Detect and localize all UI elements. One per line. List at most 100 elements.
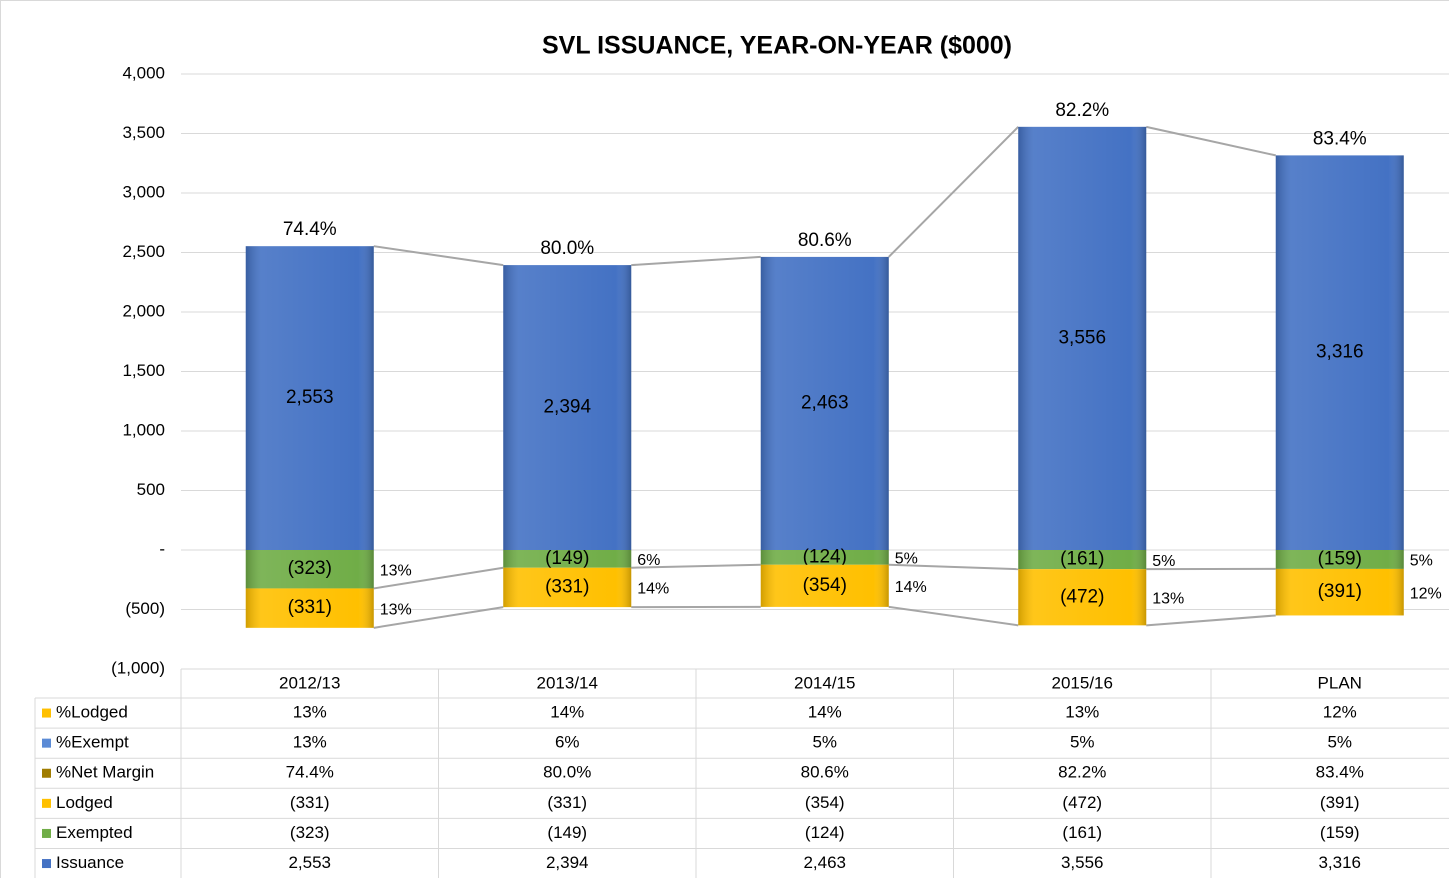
chart-title: SVL ISSUANCE, YEAR-ON-YEAR ($000)	[542, 32, 1012, 60]
table-cell: (159)	[1320, 823, 1360, 842]
legend-key	[42, 738, 51, 748]
percent-label: 13%	[380, 562, 412, 579]
bar-shade	[245, 246, 374, 550]
table-cell: 80.0%	[543, 763, 591, 782]
table-cell: 2,463	[803, 853, 846, 872]
percent-label: 14%	[637, 581, 669, 598]
bar-value-label: 3,316	[1316, 342, 1364, 363]
percent-label: 5%	[1410, 553, 1433, 570]
y-tick-label: 3,000	[122, 182, 165, 201]
series-line	[1146, 125, 1276, 157]
table-cell: (391)	[1320, 793, 1360, 812]
legend-label: %Exempt	[56, 733, 129, 752]
bar-shade	[1275, 568, 1404, 616]
table-cell: 5%	[1327, 733, 1352, 752]
table-cell: 14%	[550, 703, 584, 722]
bar-value-label: (391)	[1318, 581, 1362, 602]
percent-label: 5%	[895, 551, 918, 568]
series-line	[888, 563, 1019, 571]
percent-label: 74.4%	[283, 219, 337, 240]
table-cell: 6%	[555, 733, 580, 752]
percent-label: 12%	[1410, 585, 1442, 602]
table-cell: 74.4%	[286, 763, 334, 782]
y-tick-label: 1,500	[122, 361, 165, 380]
percent-label: 80.6%	[798, 230, 852, 251]
bar-shade	[1018, 126, 1147, 550]
bar-shade	[760, 256, 889, 550]
table-cell: 3,316	[1318, 853, 1361, 872]
table-cell: 13%	[1065, 703, 1099, 722]
table-cell: 12%	[1323, 703, 1357, 722]
series-line	[373, 566, 504, 590]
table-cell: (331)	[290, 793, 330, 812]
legend-key	[42, 768, 51, 778]
table-cell: (331)	[547, 793, 587, 812]
bar-value-label: (323)	[288, 558, 332, 579]
table-cell: 83.4%	[1316, 763, 1364, 782]
percent-label: 14%	[895, 579, 927, 596]
table-cell: 3,556	[1061, 853, 1104, 872]
bar-value-label: (161)	[1060, 549, 1104, 570]
series-line	[631, 255, 761, 267]
bar-value-label: 2,463	[801, 392, 849, 413]
table-header: 2014/15	[794, 673, 855, 692]
bar-value-label: (472)	[1060, 586, 1104, 607]
bar-shade	[1018, 550, 1147, 570]
bar-shade	[503, 265, 632, 550]
table-cell: (124)	[805, 823, 845, 842]
bar-value-label: 2,394	[543, 397, 591, 418]
table-cell: (472)	[1062, 793, 1102, 812]
bar-shade	[245, 550, 374, 589]
bar-shade	[503, 567, 632, 608]
table-cell: 5%	[1070, 733, 1095, 752]
legend-label: Exempted	[56, 823, 133, 842]
percent-label: 13%	[1152, 590, 1184, 607]
table-cell: 13%	[293, 733, 327, 752]
y-tick-label: 500	[137, 480, 165, 499]
bar-shade	[1018, 569, 1147, 626]
bar-value-label: (124)	[803, 546, 847, 567]
series-line	[373, 245, 504, 267]
y-tick-label: (500)	[125, 599, 165, 618]
table-header: 2015/16	[1052, 673, 1113, 692]
y-tick-label: -	[159, 539, 165, 558]
percent-label: 80.0%	[540, 238, 594, 259]
table-cell: 80.6%	[801, 763, 849, 782]
legend-label: Issuance	[56, 853, 124, 872]
bar-value-label: (331)	[545, 576, 589, 597]
table-cell: 2,394	[546, 853, 589, 872]
table-cell: 2,553	[288, 853, 331, 872]
table-cell: 5%	[812, 733, 837, 752]
table-cell: (354)	[805, 793, 845, 812]
legend-key	[42, 859, 51, 869]
bar-shade	[503, 550, 632, 568]
legend-key	[42, 828, 51, 838]
bar-shade	[760, 550, 889, 565]
bar-value-label: (354)	[803, 575, 847, 596]
percent-label: 6%	[637, 552, 660, 569]
y-tick-label: 3,500	[122, 123, 165, 142]
bar-shade	[245, 588, 374, 628]
table-header: 2012/13	[279, 673, 340, 692]
y-tick-label: 2,500	[122, 242, 165, 261]
legend-key	[42, 708, 51, 718]
bar-value-label: (331)	[288, 597, 332, 618]
legend-label: %Net Margin	[56, 763, 154, 782]
bar-shade	[760, 564, 889, 607]
table-cell: (161)	[1062, 823, 1102, 842]
series-line	[888, 126, 1019, 258]
series-line	[1146, 614, 1276, 627]
y-tick-label: 4,000	[122, 63, 165, 82]
series-line	[631, 563, 761, 569]
percent-label: 82.2%	[1055, 100, 1109, 121]
bar-shade	[1275, 155, 1404, 550]
percent-label: 83.4%	[1313, 128, 1367, 149]
y-tick-label: 1,000	[122, 420, 165, 439]
legend-label: Lodged	[56, 793, 113, 812]
table-cell: (323)	[290, 823, 330, 842]
table-cell: (149)	[547, 823, 587, 842]
bar-value-label: (159)	[1318, 548, 1362, 569]
